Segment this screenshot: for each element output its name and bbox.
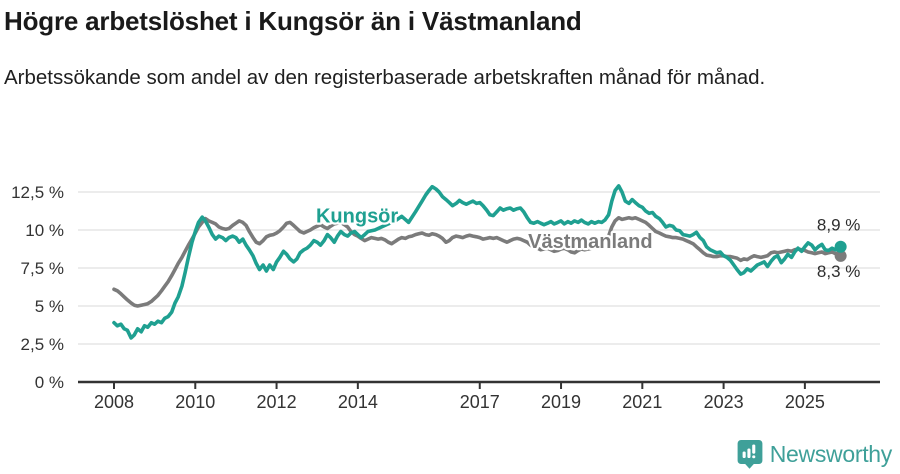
- series-line-kungsör: [112, 184, 843, 340]
- y-tick-label: 10 %: [25, 221, 64, 240]
- page-title: Högre arbetslöshet i Kungsör än i Västma…: [4, 6, 582, 36]
- x-tick-label: 2012: [257, 392, 297, 412]
- series-end-dot-västmanland: [834, 249, 847, 262]
- x-tick-label: 2014: [338, 392, 378, 412]
- y-tick-label: 5 %: [35, 297, 64, 316]
- y-tick-label: 7,5 %: [21, 259, 64, 278]
- series-inline-label-kungsör: Kungsör: [316, 205, 398, 227]
- x-tick-label: 2025: [785, 392, 825, 412]
- x-tick-label: 2023: [704, 392, 744, 412]
- x-tick-label: 2008: [94, 392, 134, 412]
- newsworthy-brand: Newsworthy: [737, 439, 892, 469]
- series-line-västmanland: [112, 216, 843, 308]
- y-tick-label: 2,5 %: [21, 335, 64, 354]
- y-tick-label: 12,5 %: [11, 183, 64, 202]
- newsworthy-wordmark: Newsworthy: [769, 440, 893, 467]
- x-tick-label: 2021: [622, 392, 662, 412]
- series-end-value-label: 8,9 %: [817, 216, 860, 235]
- chart-subtitle: Arbetssökande som andel av den registerb…: [4, 66, 766, 89]
- x-tick-label: 2017: [460, 392, 500, 412]
- x-tick-label: 2010: [175, 392, 215, 412]
- series-end-dot-kungsör: [834, 240, 847, 253]
- y-tick-label: 0 %: [35, 373, 64, 392]
- newsworthy-logo-icon: [737, 439, 763, 469]
- series-end-value-label: 8,3 %: [817, 262, 860, 281]
- x-tick-label: 2019: [541, 392, 581, 412]
- series-inline-label-västmanland: Västmanland: [528, 231, 652, 253]
